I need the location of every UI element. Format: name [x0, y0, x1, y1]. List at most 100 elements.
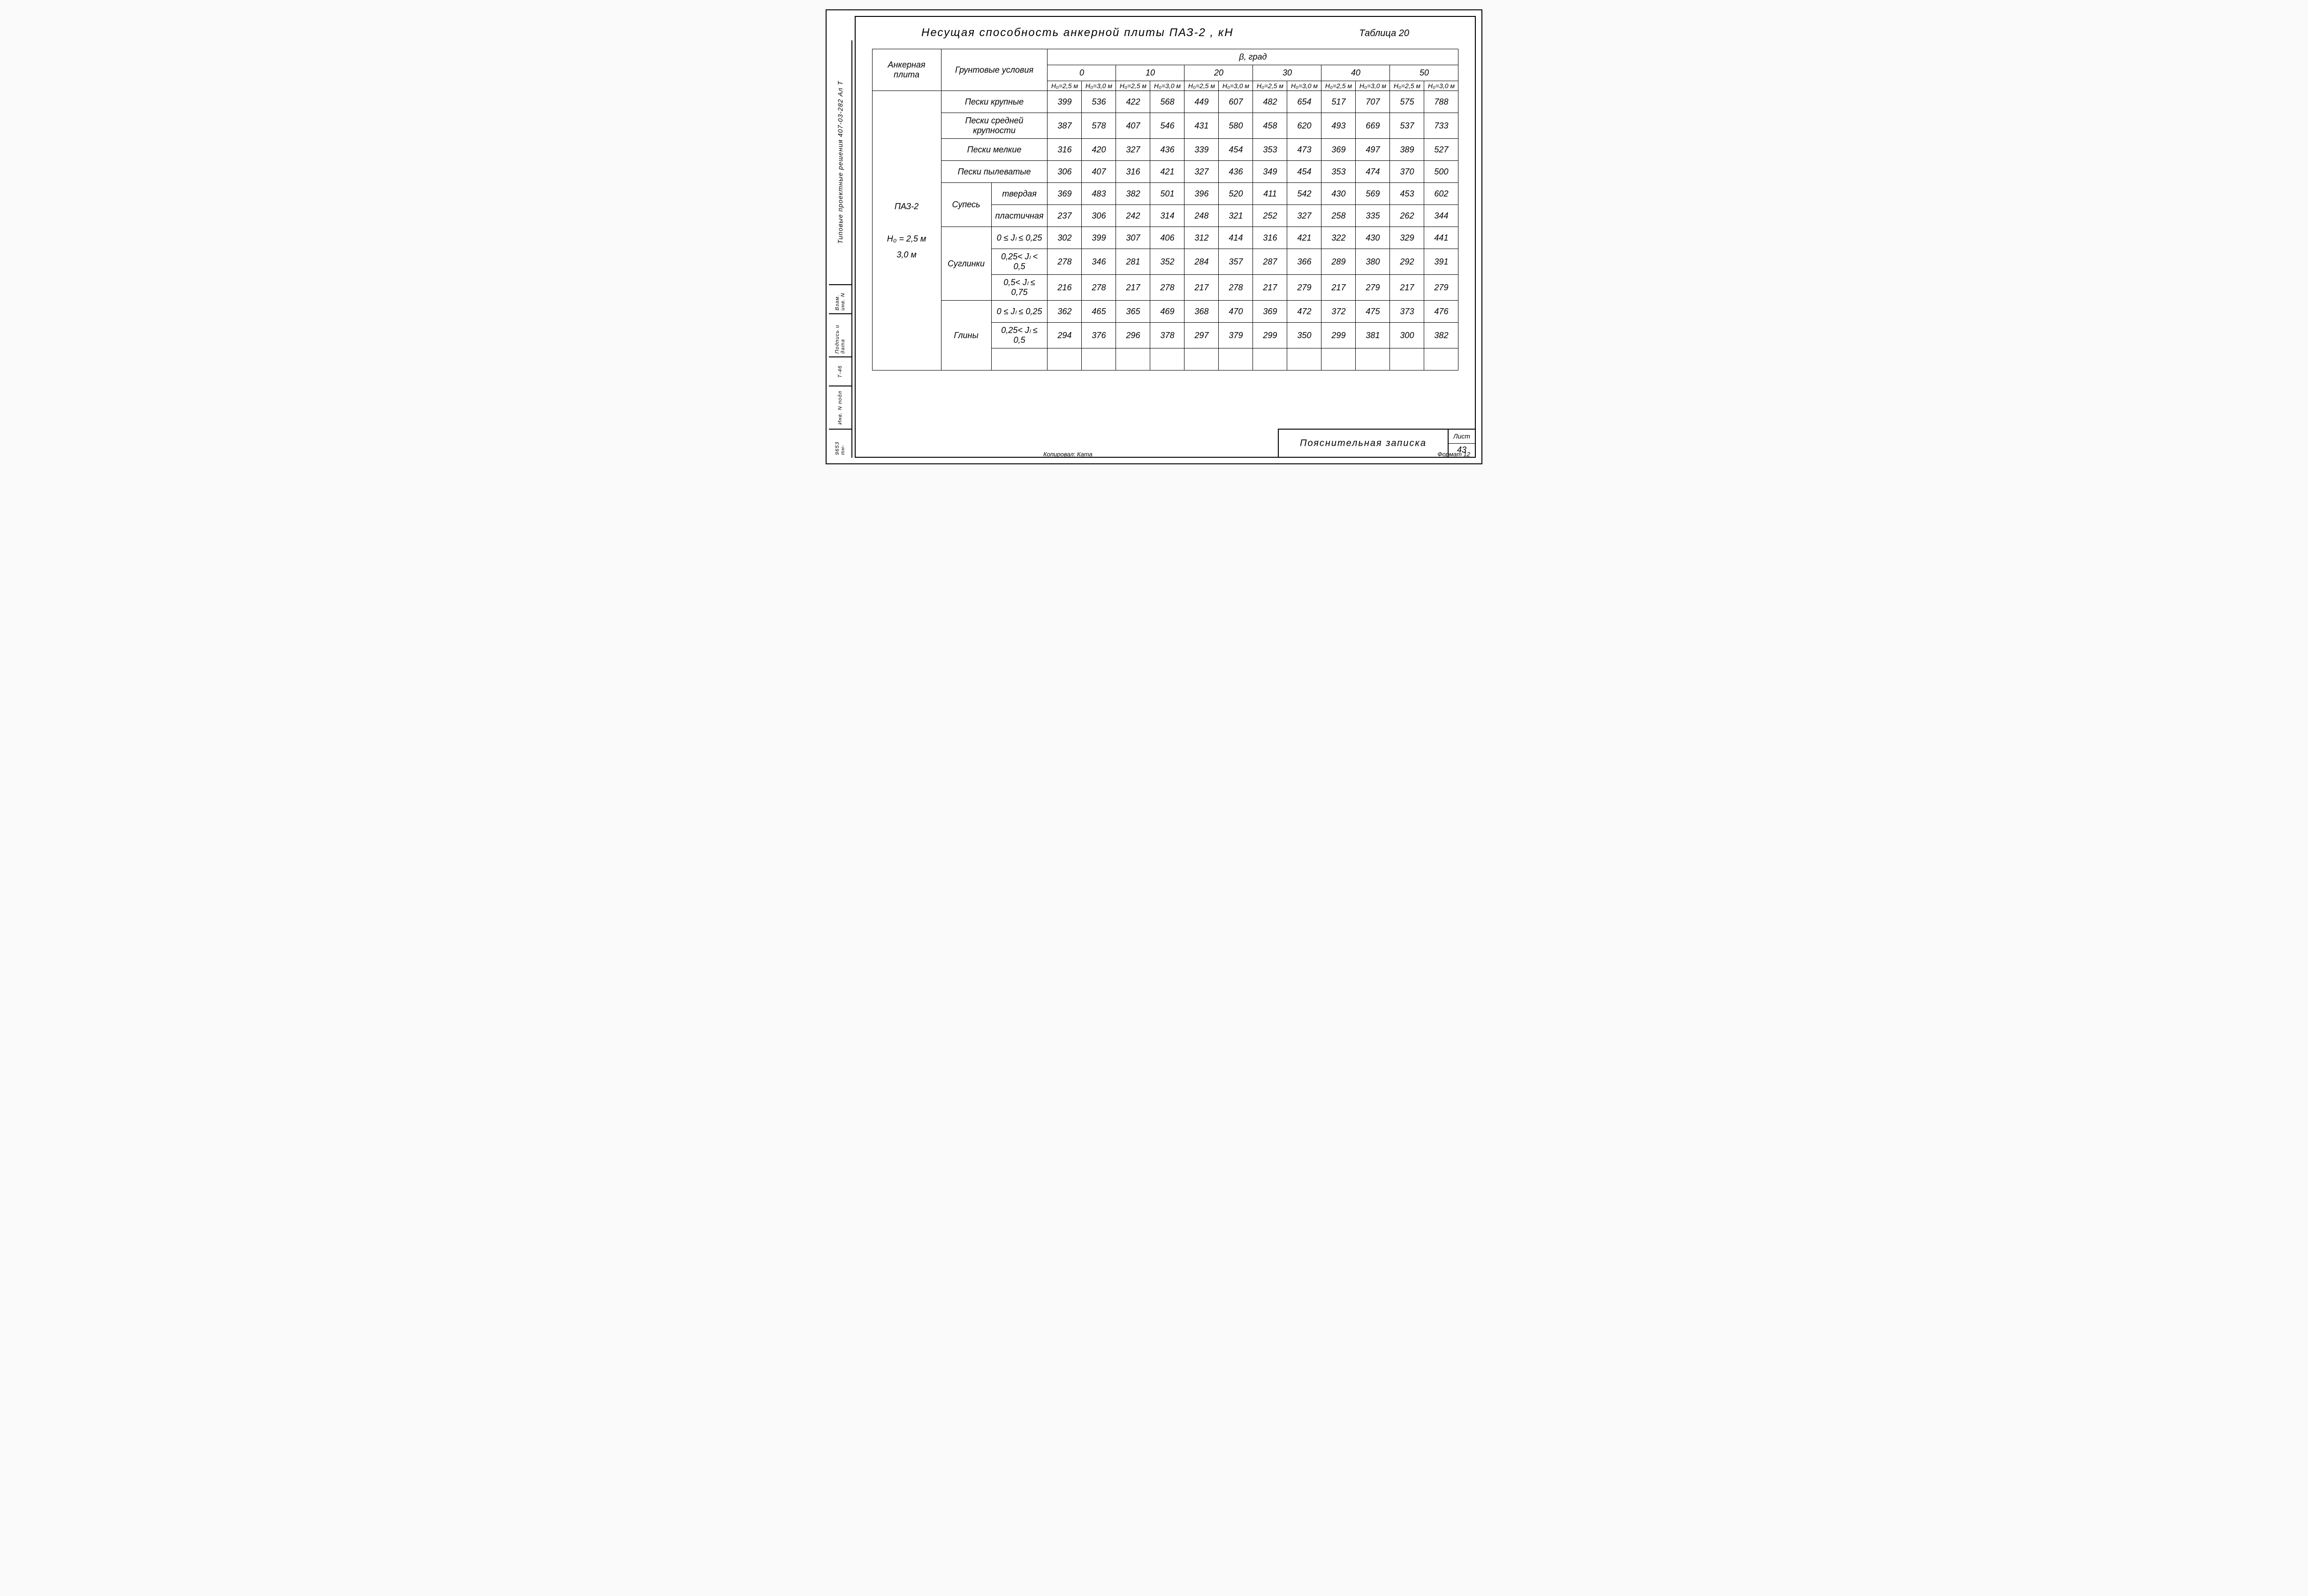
value-cell: 580 [1219, 113, 1253, 139]
value-cell: 258 [1321, 205, 1356, 227]
value-cell: 217 [1321, 275, 1356, 301]
h-subheader: H₀=3,0 м [1356, 81, 1390, 91]
value-cell: 396 [1184, 183, 1219, 205]
angle-header: 30 [1253, 65, 1321, 81]
value-cell: 569 [1356, 183, 1390, 205]
value-cell: 350 [1287, 323, 1321, 348]
value-cell: 607 [1219, 91, 1253, 113]
table-row: Супесьтвердая369483382501396520411542430… [872, 183, 1458, 205]
value-cell: 362 [1048, 301, 1082, 323]
group-cell: Супесь [941, 183, 991, 227]
h-subheader: H₀=3,0 м [1219, 81, 1253, 91]
table-row: Суглинки0 ≤ Jₗ ≤ 0,253023993074063124143… [872, 227, 1458, 249]
value-cell: 376 [1082, 323, 1116, 348]
value-cell: 366 [1287, 249, 1321, 275]
value-cell [1356, 348, 1390, 371]
side-label-invno: 9653 тн- [835, 430, 846, 458]
group-cell: Суглинки [941, 227, 991, 301]
value-cell: 378 [1150, 323, 1184, 348]
side-label-vzam: Взам. инв. N [835, 285, 846, 313]
value-cell: 669 [1356, 113, 1390, 139]
value-cell: 575 [1390, 91, 1424, 113]
value-cell: 287 [1253, 249, 1287, 275]
angle-header: 20 [1184, 65, 1253, 81]
value-cell: 483 [1082, 183, 1116, 205]
table-row: Глины0 ≤ Jₗ ≤ 0,253624653654693684703694… [872, 301, 1458, 323]
h-subheader: H₀=2,5 м [1253, 81, 1287, 91]
h-subheader: H₀=3,0 м [1424, 81, 1458, 91]
col-cond: Грунтовые условия [941, 49, 1048, 91]
value-cell: 501 [1150, 183, 1184, 205]
h-subheader: H₀=3,0 м [1287, 81, 1321, 91]
value-cell: 454 [1219, 139, 1253, 161]
value-cell: 292 [1390, 249, 1424, 275]
value-cell [1253, 348, 1287, 371]
value-cell: 316 [1253, 227, 1287, 249]
value-cell [1082, 348, 1116, 371]
footer-copied: Копировал: Ката [1043, 451, 1093, 458]
value-cell: 493 [1321, 113, 1356, 139]
condition-cell: Пески крупные [941, 91, 1048, 113]
inner-frame: Несущая способность анкерной плиты ПАЗ-2… [855, 16, 1476, 458]
value-cell: 302 [1048, 227, 1082, 249]
table-number: Таблица 20 [1359, 28, 1437, 39]
page-title: Несущая способность анкерной плиты ПАЗ-2… [921, 26, 1234, 39]
value-cell: 279 [1424, 275, 1458, 301]
value-cell: 500 [1424, 161, 1458, 183]
side-block-t46: Т-46 [829, 356, 852, 386]
col-plate: Анкерная плита [872, 49, 941, 91]
value-cell: 278 [1219, 275, 1253, 301]
value-cell: 217 [1184, 275, 1219, 301]
side-strip: Типовые проектные решения 407-03-282 Ал … [829, 16, 852, 458]
value-cell: 357 [1219, 249, 1253, 275]
value-cell: 542 [1287, 183, 1321, 205]
value-cell: 217 [1390, 275, 1424, 301]
value-cell: 407 [1116, 113, 1150, 139]
value-cell: 537 [1390, 113, 1424, 139]
value-cell: 472 [1287, 301, 1321, 323]
value-cell: 344 [1424, 205, 1458, 227]
value-cell: 469 [1150, 301, 1184, 323]
side-block-invno: 9653 тн- [829, 429, 852, 458]
value-cell [1424, 348, 1458, 371]
table-row: Пески пылеватые3064073164213274363494543… [872, 161, 1458, 183]
value-cell: 420 [1082, 139, 1116, 161]
value-cell: 527 [1424, 139, 1458, 161]
subcondition-cell: пластичная [991, 205, 1048, 227]
angle-header: 50 [1390, 65, 1458, 81]
drawing-sheet: Типовые проектные решения 407-03-282 Ал … [826, 9, 1482, 464]
value-cell: 578 [1082, 113, 1116, 139]
subcondition-cell: 0 ≤ Jₗ ≤ 0,25 [991, 227, 1048, 249]
value-cell: 421 [1150, 161, 1184, 183]
value-cell: 299 [1253, 323, 1287, 348]
value-cell: 379 [1219, 323, 1253, 348]
value-cell: 788 [1424, 91, 1458, 113]
value-cell: 422 [1116, 91, 1150, 113]
value-cell [1390, 348, 1424, 371]
h-subheader: H₀=2,5 м [1321, 81, 1356, 91]
value-cell [1048, 348, 1082, 371]
value-cell: 411 [1253, 183, 1287, 205]
angle-header: 40 [1321, 65, 1390, 81]
table-row: Пески средней крупности38757840754643158… [872, 113, 1458, 139]
value-cell: 497 [1356, 139, 1390, 161]
h-subheader: H₀=3,0 м [1082, 81, 1116, 91]
value-cell: 389 [1390, 139, 1424, 161]
value-cell: 380 [1356, 249, 1390, 275]
value-cell: 430 [1356, 227, 1390, 249]
subcondition-cell: 0,25< Jₗ < 0,5 [991, 249, 1048, 275]
subcondition-cell: твердая [991, 183, 1048, 205]
value-cell: 620 [1287, 113, 1321, 139]
value-cell: 327 [1287, 205, 1321, 227]
side-label-inv: Инв. N подл [837, 388, 843, 427]
h-subheader: H₀=2,5 м [1048, 81, 1082, 91]
side-block-inv: Инв. N подл [829, 386, 852, 429]
value-cell: 436 [1219, 161, 1253, 183]
value-cell: 278 [1048, 249, 1082, 275]
subcondition-cell: 0,25< Jₗ ≤ 0,5 [991, 323, 1048, 348]
value-cell: 449 [1184, 91, 1219, 113]
value-cell: 349 [1253, 161, 1287, 183]
value-cell: 458 [1253, 113, 1287, 139]
value-cell: 281 [1116, 249, 1150, 275]
value-cell: 299 [1321, 323, 1356, 348]
